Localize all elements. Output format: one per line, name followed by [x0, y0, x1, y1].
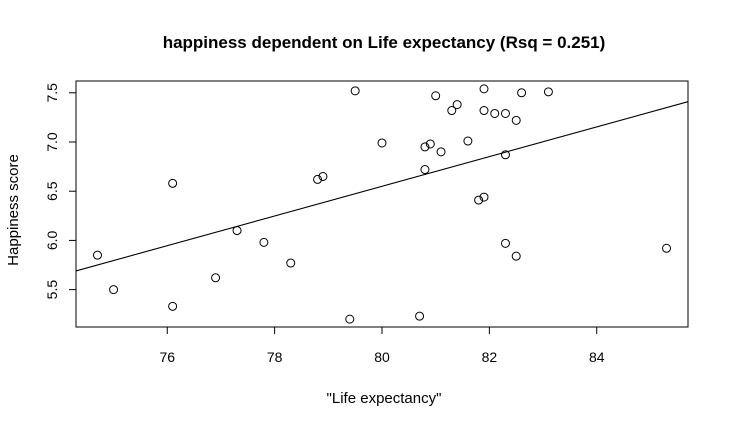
data-point	[415, 311, 425, 321]
data-point	[500, 108, 510, 118]
x-tick-label: 78	[267, 349, 283, 365]
y-axis: 5.5 6.0 6.5 7.0 7.5	[44, 83, 77, 300]
x-axis-label: "Life expectancy"	[327, 390, 442, 407]
regression-line	[75, 101, 689, 272]
data-point	[313, 174, 323, 184]
x-tick-label: 84	[589, 349, 605, 365]
data-point	[500, 150, 510, 160]
data-point	[436, 147, 446, 157]
x-axis: 76 78 80 82 84	[159, 326, 605, 365]
y-tick-label: 6.0	[44, 230, 60, 250]
data-point	[420, 142, 430, 152]
data-point	[168, 178, 178, 188]
data-point	[463, 136, 473, 146]
chart-title: happiness dependent on Life expectancy (…	[163, 33, 606, 52]
y-axis-label: Happiness score	[5, 154, 22, 266]
data-point	[543, 87, 553, 97]
regression-layer	[75, 101, 689, 272]
data-point	[318, 171, 328, 181]
y-tick-label: 6.5	[44, 181, 60, 201]
data-point	[490, 108, 500, 118]
points-layer	[92, 84, 672, 324]
data-point	[345, 314, 355, 324]
x-tick-label: 76	[159, 349, 175, 365]
data-point	[479, 106, 489, 116]
data-point	[211, 273, 221, 283]
data-point	[511, 115, 521, 125]
y-tick-label: 7.5	[44, 83, 60, 103]
data-point	[420, 165, 430, 175]
data-point	[662, 243, 672, 253]
data-point	[92, 250, 102, 260]
data-point	[350, 86, 360, 96]
data-point	[511, 251, 521, 261]
data-point	[232, 226, 242, 236]
data-point	[474, 195, 484, 205]
data-point	[109, 285, 119, 295]
y-tick-label: 7.0	[44, 132, 60, 152]
data-point	[259, 237, 269, 247]
plot-frame	[75, 80, 689, 328]
x-tick-label: 82	[482, 349, 498, 365]
data-point	[377, 138, 387, 148]
data-point	[168, 301, 178, 311]
x-tick-label: 80	[374, 349, 390, 365]
data-point	[447, 106, 457, 116]
data-point	[286, 258, 296, 268]
data-point	[425, 139, 435, 149]
data-point	[452, 100, 462, 110]
data-point	[517, 88, 527, 98]
y-tick-label: 5.5	[44, 280, 60, 300]
data-point	[479, 192, 489, 202]
data-point	[431, 91, 441, 101]
data-point	[500, 238, 510, 248]
data-point	[479, 84, 489, 94]
